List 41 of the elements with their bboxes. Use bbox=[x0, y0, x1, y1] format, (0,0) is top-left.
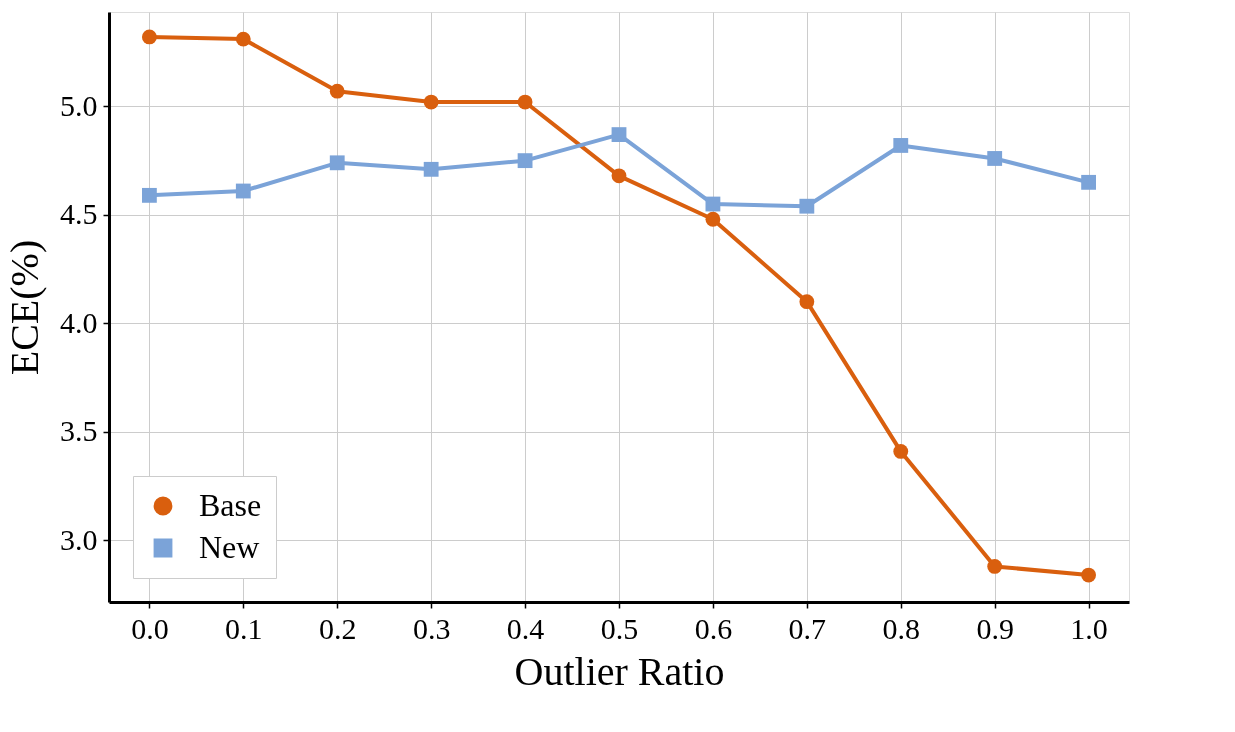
point bbox=[987, 559, 1003, 574]
point bbox=[235, 183, 251, 199]
x-tick-label: 0.0 bbox=[131, 611, 169, 645]
x-tick-label: 0.1 bbox=[225, 611, 263, 645]
y-tick-label: 3.5 bbox=[60, 414, 98, 448]
legend-label: New bbox=[199, 529, 260, 565]
x-tick-label: 0.8 bbox=[882, 611, 921, 645]
x-tick-label: 0.7 bbox=[788, 611, 827, 645]
point bbox=[1081, 567, 1097, 583]
point bbox=[799, 294, 815, 310]
point bbox=[423, 161, 439, 177]
point bbox=[141, 187, 157, 203]
legend-label: Base bbox=[199, 487, 262, 523]
point bbox=[423, 94, 439, 110]
y-axis-title: ECE(%) bbox=[2, 239, 47, 376]
y-tick-label: 4.5 bbox=[60, 197, 98, 231]
x-tick-label: 0.4 bbox=[506, 611, 545, 645]
point bbox=[611, 127, 627, 143]
point bbox=[141, 29, 157, 45]
point bbox=[1081, 174, 1097, 190]
point bbox=[517, 153, 533, 169]
point bbox=[893, 138, 909, 153]
x-tick-label: 0.5 bbox=[600, 611, 639, 645]
point bbox=[329, 155, 345, 171]
point bbox=[893, 444, 909, 459]
x-tick-label: 0.6 bbox=[694, 611, 733, 645]
y-tick-label: 4.0 bbox=[60, 305, 98, 339]
y-tick-label: 3.0 bbox=[60, 522, 98, 556]
y-tick-label: 5.0 bbox=[60, 88, 98, 122]
x-tick-label: 1.0 bbox=[1070, 611, 1108, 645]
x-tick-label: 0.9 bbox=[976, 611, 1014, 645]
x-tick-label: 0.2 bbox=[318, 611, 357, 645]
point bbox=[235, 31, 251, 47]
point bbox=[799, 198, 815, 214]
point bbox=[517, 94, 533, 110]
point bbox=[329, 83, 345, 99]
x-axis-title: Outlier Ratio bbox=[514, 648, 725, 694]
x-tick-label: 0.3 bbox=[412, 611, 451, 645]
point bbox=[611, 168, 627, 184]
point bbox=[987, 151, 1003, 166]
point bbox=[705, 211, 721, 227]
